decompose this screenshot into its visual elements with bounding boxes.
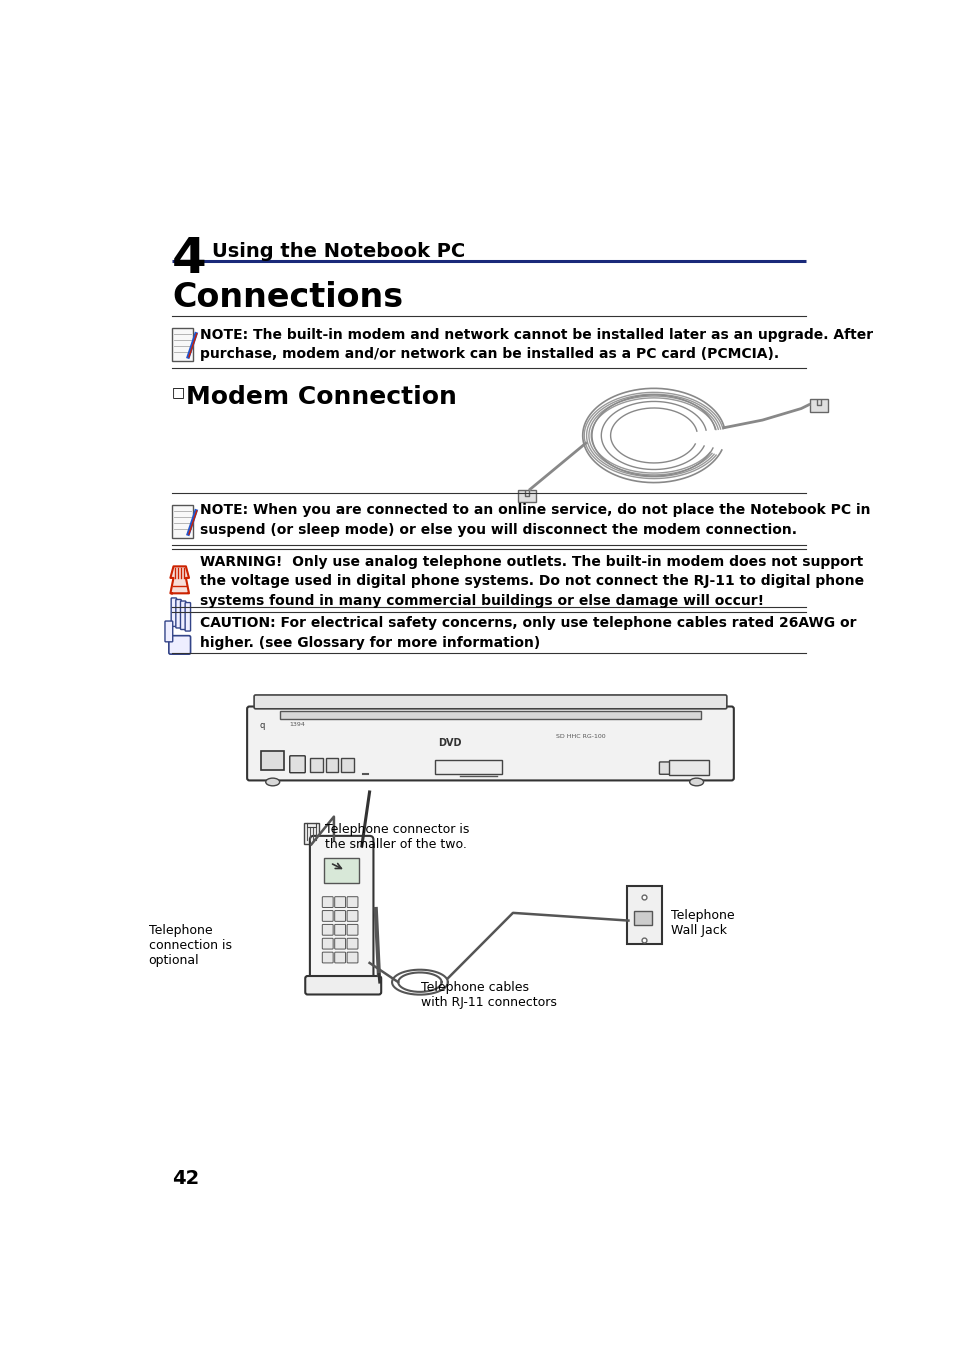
- FancyBboxPatch shape: [347, 952, 357, 963]
- Text: Telephone
connection is
optional: Telephone connection is optional: [149, 924, 232, 967]
- FancyBboxPatch shape: [347, 897, 357, 908]
- FancyBboxPatch shape: [335, 952, 345, 963]
- Text: DVD: DVD: [438, 738, 461, 748]
- Text: Modem Connection: Modem Connection: [186, 385, 456, 409]
- FancyBboxPatch shape: [279, 711, 700, 719]
- FancyBboxPatch shape: [335, 897, 345, 908]
- Text: WARNING!  Only use analog telephone outlets. The built-in modem does not support: WARNING! Only use analog telephone outle…: [199, 555, 863, 608]
- FancyBboxPatch shape: [435, 761, 501, 774]
- FancyBboxPatch shape: [335, 911, 345, 921]
- Text: 42: 42: [172, 1169, 199, 1189]
- FancyBboxPatch shape: [322, 897, 333, 908]
- FancyBboxPatch shape: [185, 603, 191, 631]
- FancyBboxPatch shape: [325, 758, 337, 773]
- FancyBboxPatch shape: [633, 912, 652, 925]
- FancyBboxPatch shape: [310, 758, 322, 773]
- FancyBboxPatch shape: [171, 598, 176, 627]
- FancyBboxPatch shape: [659, 762, 683, 774]
- FancyBboxPatch shape: [341, 758, 354, 773]
- FancyBboxPatch shape: [247, 707, 733, 781]
- Text: NOTE: The built-in modem and network cannot be installed later as an upgrade. Af: NOTE: The built-in modem and network can…: [199, 328, 872, 361]
- Text: □: □: [172, 385, 185, 400]
- Text: CAUTION: For electrical safety concerns, only use telephone cables rated 26AWG o: CAUTION: For electrical safety concerns,…: [199, 616, 856, 650]
- Text: Telephone connector is
the smaller of the two.: Telephone connector is the smaller of th…: [325, 823, 469, 851]
- Text: 4: 4: [172, 235, 207, 284]
- FancyBboxPatch shape: [310, 836, 373, 982]
- FancyBboxPatch shape: [626, 886, 661, 943]
- FancyBboxPatch shape: [347, 924, 357, 935]
- Text: NOTE: When you are connected to an online service, do not place the Notebook PC : NOTE: When you are connected to an onlin…: [199, 503, 869, 536]
- FancyBboxPatch shape: [172, 328, 193, 361]
- Ellipse shape: [266, 778, 279, 786]
- FancyBboxPatch shape: [335, 939, 345, 948]
- FancyBboxPatch shape: [322, 952, 333, 963]
- Ellipse shape: [689, 778, 703, 786]
- Text: Using the Notebook PC: Using the Notebook PC: [212, 242, 465, 261]
- FancyBboxPatch shape: [347, 939, 357, 948]
- FancyBboxPatch shape: [253, 694, 726, 709]
- FancyBboxPatch shape: [668, 759, 708, 775]
- FancyBboxPatch shape: [175, 600, 181, 628]
- Text: SD HHC RG-100: SD HHC RG-100: [555, 734, 604, 739]
- FancyBboxPatch shape: [290, 755, 305, 773]
- FancyBboxPatch shape: [322, 939, 333, 948]
- FancyBboxPatch shape: [165, 621, 172, 642]
- Polygon shape: [171, 566, 189, 593]
- Text: 1394: 1394: [289, 721, 305, 727]
- Text: q: q: [259, 721, 265, 730]
- FancyBboxPatch shape: [809, 400, 827, 412]
- FancyBboxPatch shape: [323, 858, 359, 882]
- FancyBboxPatch shape: [303, 823, 319, 844]
- FancyBboxPatch shape: [335, 924, 345, 935]
- FancyBboxPatch shape: [517, 490, 536, 503]
- FancyBboxPatch shape: [305, 975, 381, 994]
- Text: Telephone cables
with RJ-11 connectors: Telephone cables with RJ-11 connectors: [421, 981, 557, 1009]
- FancyBboxPatch shape: [172, 505, 193, 538]
- FancyBboxPatch shape: [322, 924, 333, 935]
- Text: Connections: Connections: [172, 281, 403, 315]
- Text: Telephone
Wall Jack: Telephone Wall Jack: [670, 909, 734, 938]
- FancyBboxPatch shape: [322, 911, 333, 921]
- FancyBboxPatch shape: [261, 751, 284, 770]
- FancyBboxPatch shape: [347, 911, 357, 921]
- FancyBboxPatch shape: [169, 636, 191, 654]
- FancyBboxPatch shape: [180, 601, 186, 630]
